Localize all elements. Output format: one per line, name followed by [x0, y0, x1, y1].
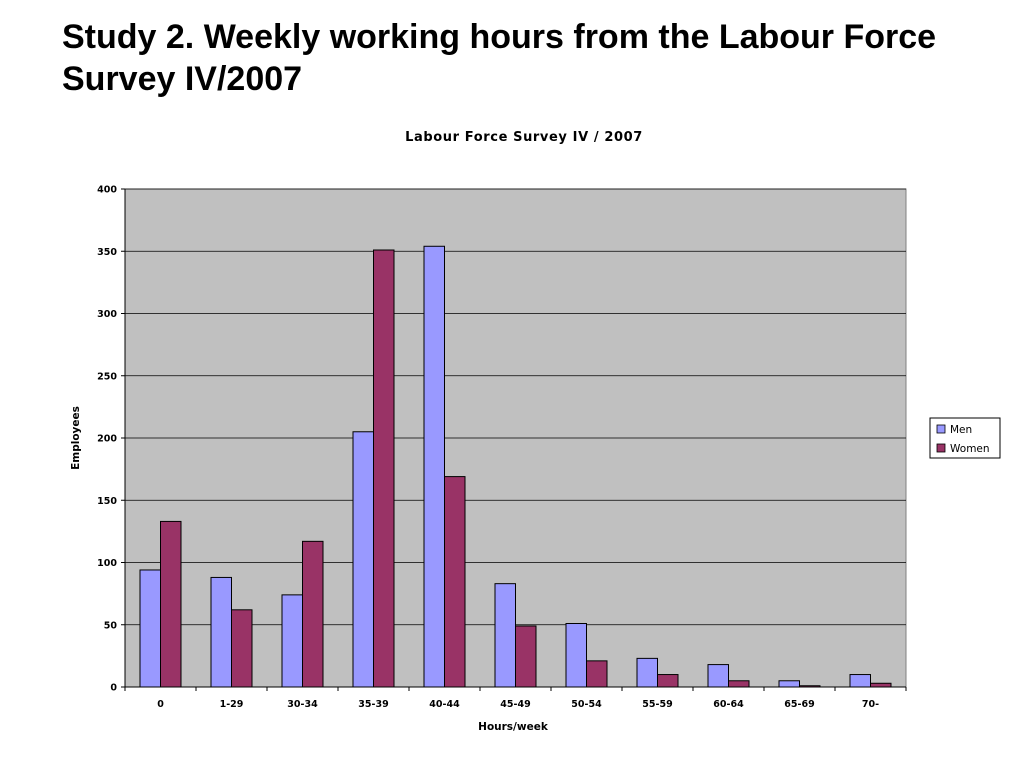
- chart-title: Labour Force Survey IV / 2007: [405, 130, 643, 145]
- bar-women-0: [160, 520, 182, 688]
- x-tick-label: 55-59: [642, 699, 672, 710]
- bars: [139, 245, 892, 688]
- bar-men-60-64: [707, 664, 729, 688]
- legend-label-men: Men: [950, 424, 972, 436]
- legend: Men Women: [929, 417, 1001, 459]
- bar-men-55-59: [636, 657, 658, 688]
- y-tick-label: 300: [97, 309, 117, 320]
- x-tick-labels: 0 1-29 30-34 35-39 40-44 45-49 50-54 55-59 60-64…: [124, 687, 907, 710]
- x-tick-label: 70-: [862, 699, 879, 710]
- slide-title: Study 2. Weekly working hours from the L…: [62, 18, 937, 98]
- bar-men-50-54: [565, 623, 587, 688]
- y-tick-label: 400: [97, 185, 117, 196]
- y-axis-title: Employees: [70, 406, 82, 470]
- y-tick-label: 50: [104, 620, 118, 631]
- x-tick-label: 45-49: [500, 699, 530, 710]
- bar-men-1-29: [210, 576, 232, 688]
- bar-women-1-29: [231, 609, 253, 688]
- y-tick-label: 350: [97, 247, 117, 258]
- y-tick-label: 0: [110, 683, 117, 694]
- y-tick-label: 200: [97, 434, 117, 445]
- y-tick-label: 150: [97, 496, 117, 507]
- x-tick-label: 65-69: [784, 699, 814, 710]
- x-tick-label: 50-54: [571, 699, 602, 710]
- bar-men-65-69: [778, 680, 800, 688]
- x-tick-label: 30-34: [287, 699, 318, 710]
- y-tick-label: 250: [97, 371, 117, 382]
- legend-swatch-men: [936, 424, 946, 434]
- legend-swatch-women: [936, 443, 946, 453]
- bar-men-35-39: [352, 431, 374, 688]
- y-tick-labels: 0 50 100 150 200 250 300 350 400: [97, 185, 125, 694]
- bar-men-30-34: [281, 594, 303, 688]
- legend-label-women: Women: [950, 443, 990, 455]
- x-axis-title: Hours/week: [478, 721, 549, 733]
- x-tick-label: 40-44: [429, 699, 460, 710]
- bar-women-45-49: [515, 625, 537, 688]
- y-tick-label: 100: [97, 558, 117, 569]
- gridlines: [125, 188, 906, 626]
- bar-women-50-54: [586, 660, 608, 688]
- bar-women-30-34: [302, 540, 324, 688]
- x-tick-label: 60-64: [713, 699, 744, 710]
- bar-men-45-49: [494, 583, 516, 688]
- bar-men-40-44: [423, 245, 445, 688]
- x-tick-label: 35-39: [358, 699, 388, 710]
- x-tick-label: 0: [157, 699, 164, 710]
- bar-women-60-64: [728, 680, 750, 688]
- bar-women-70-: [870, 682, 892, 688]
- bar-women-55-59: [657, 674, 679, 688]
- bar-women-35-39: [373, 249, 395, 688]
- x-tick-label: 1-29: [220, 699, 244, 710]
- bar-men-70-: [849, 674, 871, 688]
- bar-men-0: [139, 569, 161, 688]
- bar-women-40-44: [444, 476, 466, 688]
